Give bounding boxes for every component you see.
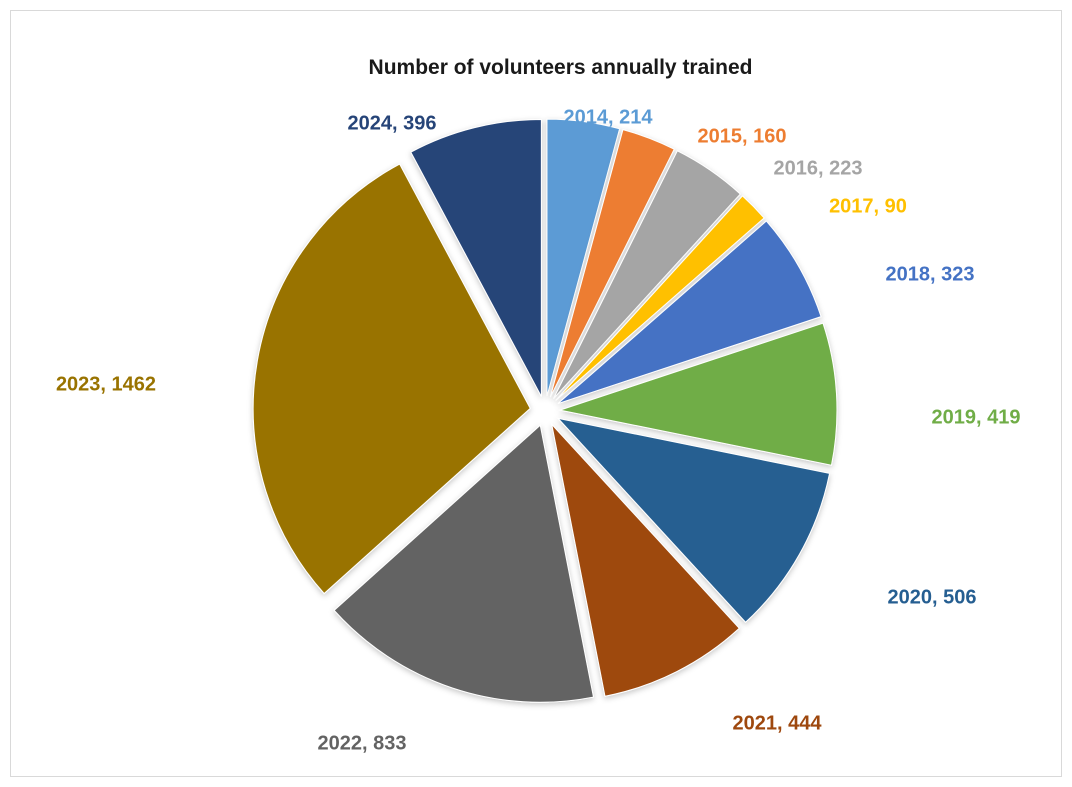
data-label-2015: 2015, 160	[698, 125, 787, 147]
data-label-2021: 2021, 444	[733, 712, 823, 734]
pie-slice-2019	[558, 322, 838, 466]
pie-slice-2018	[557, 220, 822, 405]
data-label-2016: 2016, 223	[774, 157, 863, 179]
pie-slice-2024	[410, 118, 542, 397]
pie-slice-2022	[333, 424, 595, 703]
chart-title: Number of volunteers annually trained	[368, 56, 753, 79]
data-label-2019: 2019, 419	[932, 406, 1021, 428]
pie-slice-2021	[550, 422, 740, 697]
pie-slice-2016	[553, 150, 741, 399]
data-label-2020: 2020, 506	[888, 586, 977, 608]
data-label-2022: 2022, 833	[318, 732, 407, 754]
pie-slice-2023	[252, 163, 531, 595]
pie-data-labels: 2014, 214 2015, 160 2016, 223 2017, 90 2018,…	[56, 106, 1021, 754]
data-label-2023: 2023, 1462	[56, 373, 156, 395]
data-label-2014: 2014, 214	[564, 106, 654, 128]
pie-slice-2015	[549, 129, 675, 398]
pie-slice-2014	[546, 118, 621, 397]
data-label-2017: 2017, 90	[829, 195, 907, 217]
pie-slices	[252, 118, 838, 703]
data-label-2024: 2024, 396	[348, 112, 437, 134]
pie-slice-2020	[556, 417, 831, 623]
data-label-2018: 2018, 323	[886, 263, 975, 285]
pie-slice-2017	[555, 195, 765, 401]
